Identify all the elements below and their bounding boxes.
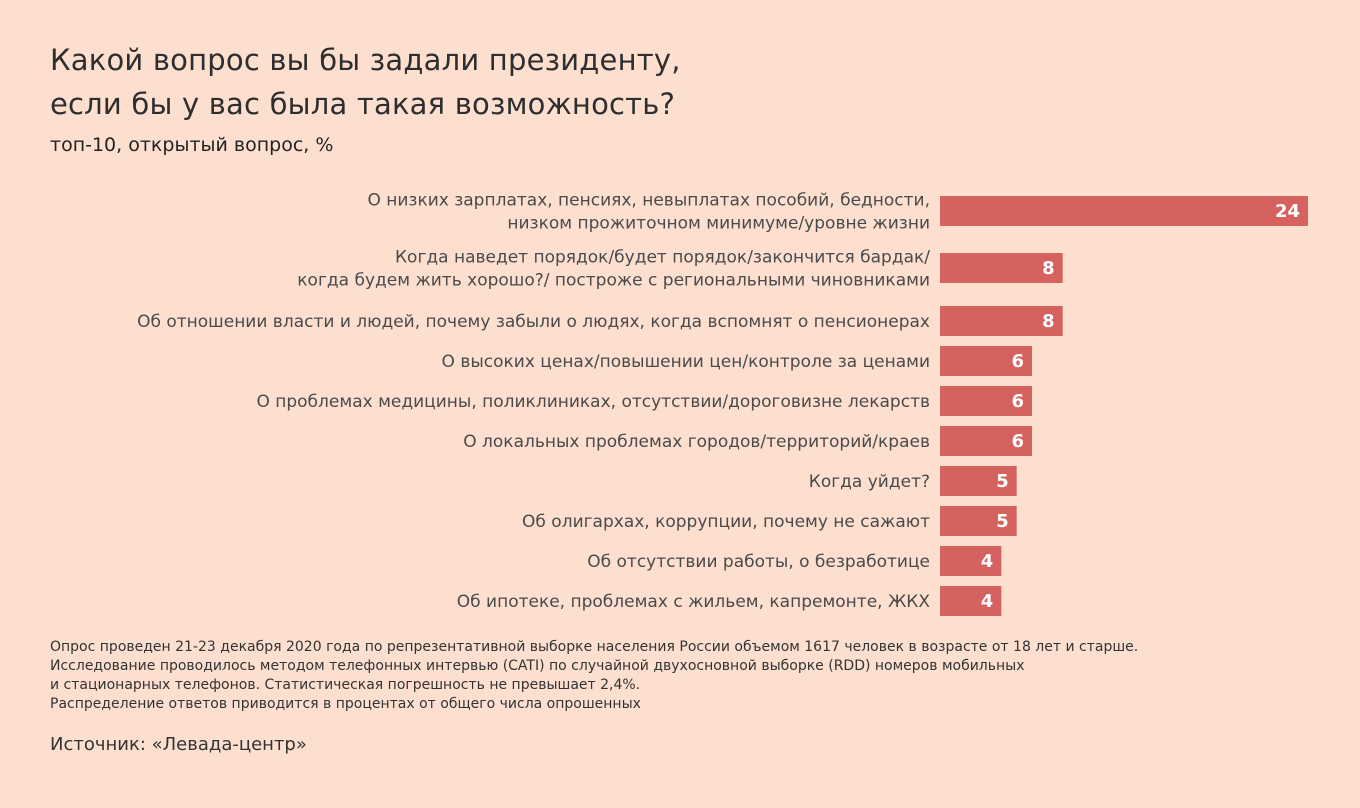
footnote-line-3: и стационарных телефонов. Статистическая… (50, 677, 641, 693)
bar-row: Когда наведет порядок/будет порядок/зако… (297, 248, 1063, 291)
footnote-line-1: Опрос проведен 21-23 декабря 2020 года п… (50, 639, 1139, 655)
bar (940, 506, 1017, 536)
category-label-line: когда будем жить хорошо?/ построже с рег… (297, 271, 930, 291)
bar (940, 253, 1063, 283)
bar-row: Об отсутствии работы, о безработице 4 (587, 546, 1002, 576)
bar (940, 466, 1017, 496)
bar-value-label: 5 (996, 511, 1009, 532)
bar-chart: О низких зарплатах, пенсиях, невыплатах … (137, 191, 1308, 616)
bar-row: Когда уйдет? 5 (809, 466, 1017, 496)
bar (940, 426, 1032, 456)
bar-value-label: 24 (1275, 201, 1300, 222)
category-label: О высоких ценах/повышении цен/контроле з… (442, 352, 930, 372)
category-label: Об олигархах, коррупции, почему не сажаю… (522, 512, 930, 532)
category-label: Когда уйдет? (809, 472, 930, 492)
category-label-line: О высоких ценах/повышении цен/контроле з… (442, 352, 930, 372)
category-label-line: Об олигархах, коррупции, почему не сажаю… (522, 512, 930, 532)
category-label: Об отношении власти и людей, почему забы… (137, 312, 930, 332)
bar-row: О низких зарплатах, пенсиях, невыплатах … (367, 191, 1308, 234)
bar-value-label: 5 (996, 471, 1009, 492)
bar (940, 386, 1032, 416)
bar-row: Об олигархах, коррупции, почему не сажаю… (522, 506, 1017, 536)
category-label: О низких зарплатах, пенсиях, невыплатах … (367, 191, 930, 234)
bar (940, 346, 1032, 376)
category-label-line: Об отсутствии работы, о безработице (587, 552, 930, 572)
category-label-line: Об ипотеке, проблемах с жильем, капремон… (457, 592, 931, 612)
category-label: О проблемах медицины, поликлиниках, отсу… (256, 392, 930, 412)
category-label-line: О локальных проблемах городов/территорий… (463, 432, 930, 452)
bar-value-label: 4 (981, 551, 994, 572)
footnote-line-4: Распределение ответов приводится в проце… (50, 696, 641, 712)
source-note: Источник: «Левада-центр» (50, 734, 307, 755)
category-label: Об ипотеке, проблемах с жильем, капремон… (457, 592, 931, 612)
bar-row: Об отношении власти и людей, почему забы… (137, 306, 1063, 336)
category-label-line: Когда наведет порядок/будет порядок/зако… (395, 248, 930, 268)
bar (940, 306, 1063, 336)
methodology-footnote: Опрос проведен 21-23 декабря 2020 года п… (50, 638, 1138, 714)
category-label-line: низком прожиточном минимуме/уровне жизни (507, 214, 930, 234)
bar-value-label: 8 (1042, 311, 1055, 332)
category-label-line: Об отношении власти и людей, почему забы… (137, 312, 930, 332)
category-label-line: Когда уйдет? (809, 472, 930, 492)
chart-title-line-2: если бы у вас была такая возможность? (50, 87, 676, 121)
bar-row: О локальных проблемах городов/территорий… (463, 426, 1032, 456)
chart-title: Какой вопрос вы бы задали президенту, ес… (50, 38, 681, 126)
category-label-line: О проблемах медицины, поликлиниках, отсу… (256, 392, 930, 412)
bar (940, 586, 1002, 616)
bar-value-label: 6 (1011, 391, 1024, 412)
category-label: О локальных проблемах городов/территорий… (463, 432, 930, 452)
chart-subtitle: топ-10, открытый вопрос, % (50, 134, 334, 156)
bar-value-label: 6 (1011, 431, 1024, 452)
bar-row: О высоких ценах/повышении цен/контроле з… (442, 346, 1032, 376)
bar-row: О проблемах медицины, поликлиниках, отсу… (256, 386, 1032, 416)
bar (940, 546, 1002, 576)
bar-value-label: 4 (981, 591, 994, 612)
bar (940, 196, 1308, 226)
chart-title-line-1: Какой вопрос вы бы задали президенту, (50, 43, 681, 77)
category-label: Об отсутствии работы, о безработице (587, 552, 930, 572)
category-label: Когда наведет порядок/будет порядок/зако… (297, 248, 930, 291)
bar-value-label: 8 (1042, 258, 1055, 279)
bar-row: Об ипотеке, проблемах с жильем, капремон… (457, 586, 1002, 616)
category-label-line: О низких зарплатах, пенсиях, невыплатах … (367, 191, 930, 211)
footnote-line-2: Исследование проводилось методом телефон… (50, 658, 1025, 674)
bar-value-label: 6 (1011, 351, 1024, 372)
